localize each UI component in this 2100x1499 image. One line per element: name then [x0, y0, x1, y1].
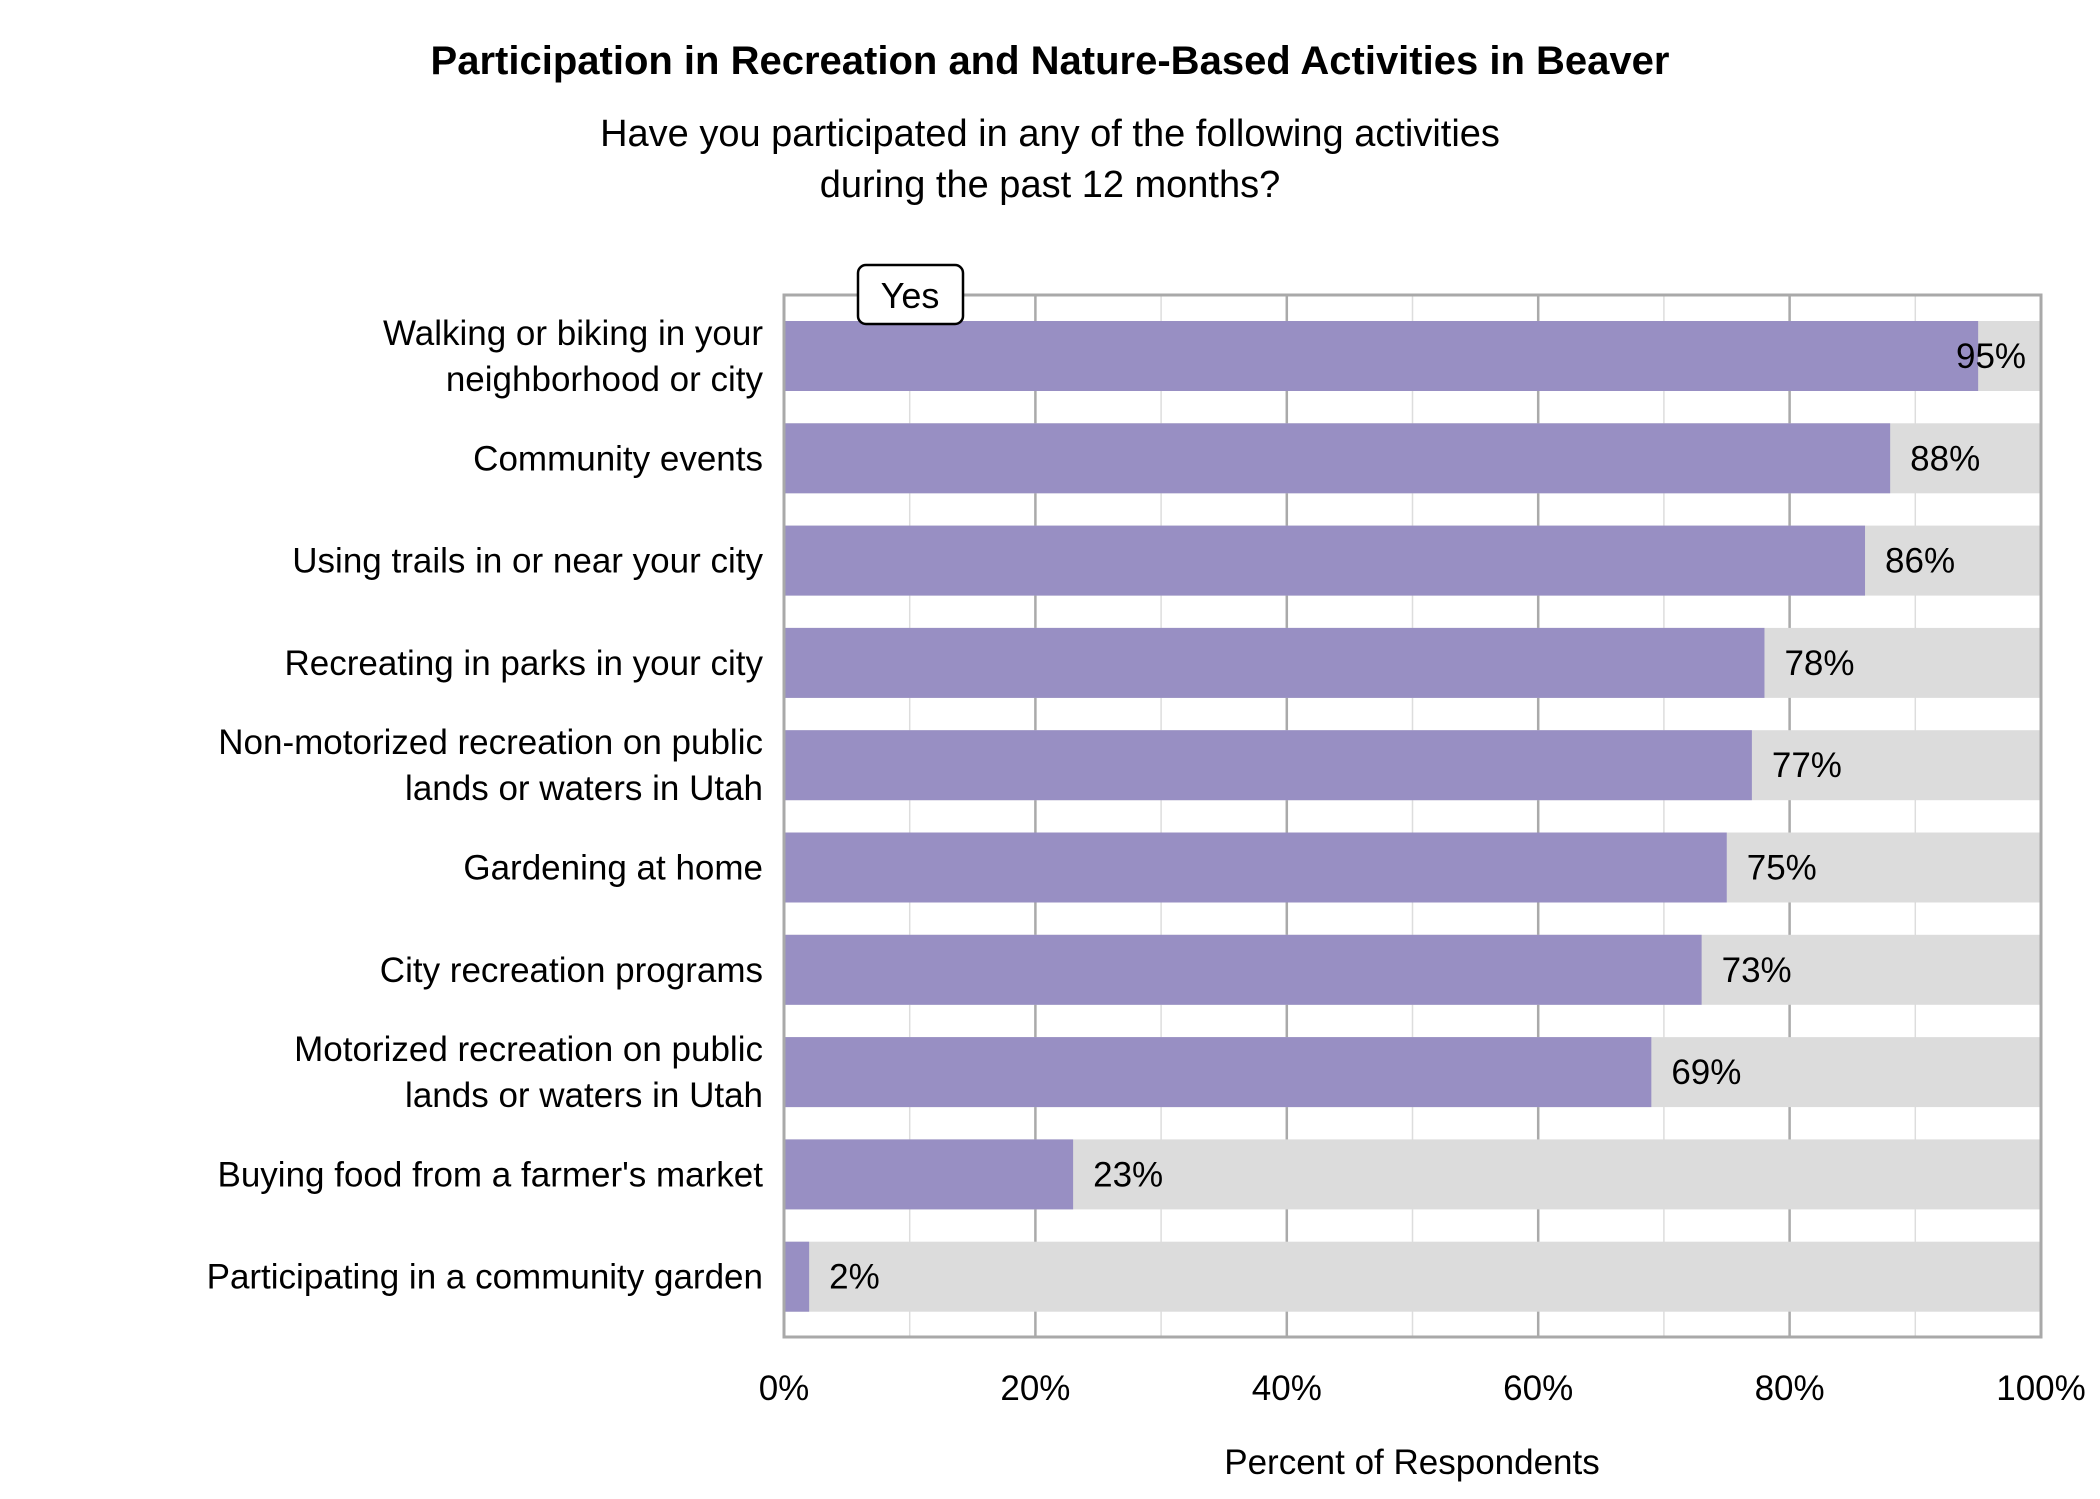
category-label: Participating in a community garden [207, 1258, 763, 1297]
bar-yes [784, 934, 1702, 1005]
x-tick-label: 80% [1755, 1369, 1825, 1408]
data-label: 75% [1747, 849, 1817, 888]
category-label: Gardening at home [463, 849, 763, 888]
category-label: Recreating in parks in your city [284, 644, 763, 683]
x-tick-label: 60% [1503, 1369, 1573, 1408]
data-label: 95% [1956, 337, 2026, 376]
legend: Yes [856, 263, 965, 326]
bar-yes [784, 321, 1979, 391]
category-label: neighborhood or city [446, 360, 764, 399]
category-label: Motorized recreation on public [294, 1030, 763, 1069]
chart-title: Participation in Recreation and Nature-B… [431, 39, 1670, 83]
bar-remainder [784, 1241, 2041, 1312]
data-label: 23% [1093, 1155, 1163, 1194]
data-label: 69% [1671, 1053, 1741, 1092]
x-axis-label: Percent of Respondents [1224, 1443, 1600, 1482]
data-label: 73% [1722, 951, 1792, 990]
category-label: Using trails in or near your city [292, 542, 763, 581]
bar-yes [784, 423, 1891, 494]
plot-frame [782, 293, 2043, 1339]
bar-yes [784, 832, 1727, 903]
category-label: Non-motorized recreation on public [218, 723, 763, 762]
chart-subtitle-line-1: Have you participated in any of the foll… [600, 113, 1500, 155]
x-tick-label: 20% [1000, 1369, 1070, 1408]
bar-yes [784, 627, 1765, 698]
data-label: 77% [1772, 746, 1842, 785]
bar-yes [784, 730, 1752, 801]
category-label: Buying food from a farmer's market [218, 1155, 764, 1194]
x-tick-label: 100% [1996, 1369, 2086, 1408]
category-label: lands or waters in Utah [405, 1076, 763, 1115]
x-axis-ticks: 0% 20% 40% 60% 80% 100% [759, 1369, 2086, 1408]
category-label: Community events [473, 439, 763, 478]
legend-label-yes: Yes [881, 275, 940, 316]
data-label: 88% [1910, 439, 1980, 478]
data-label: 86% [1885, 542, 1955, 581]
bar-yes [784, 1241, 810, 1312]
x-tick-label: 0% [759, 1369, 810, 1408]
bar-yes [784, 1139, 1074, 1210]
data-label: 78% [1784, 644, 1854, 683]
bar-yes [784, 525, 1866, 596]
bar-yes [784, 1037, 1652, 1108]
category-label: City recreation programs [380, 951, 763, 990]
legend-box [856, 263, 965, 326]
chart-subtitle-line-2: during the past 12 months? [820, 164, 1281, 206]
bars: 95% Walking or biking in your neighborhood… [207, 314, 2041, 1312]
category-label: lands or waters in Utah [405, 769, 763, 808]
x-tick-label: 40% [1252, 1369, 1322, 1408]
category-label: Walking or biking in your [383, 314, 763, 353]
data-label: 2% [829, 1258, 880, 1297]
